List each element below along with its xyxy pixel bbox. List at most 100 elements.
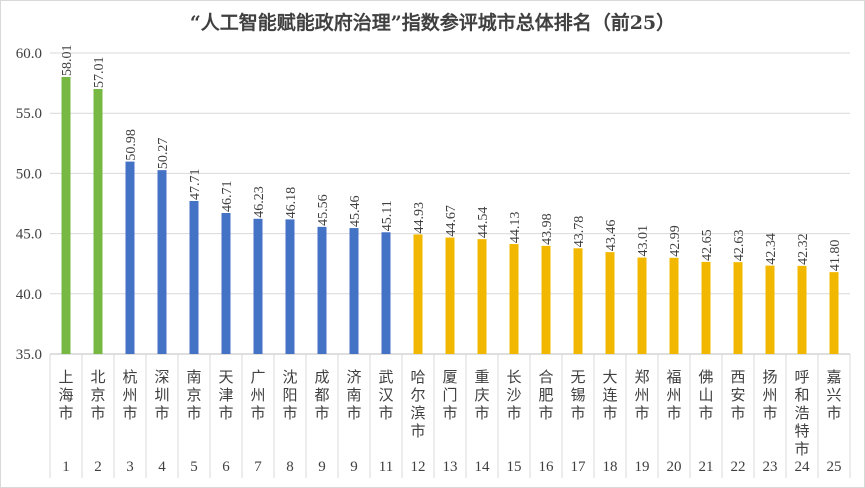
rank-label: 16 — [539, 459, 555, 475]
bar — [125, 161, 135, 354]
rank-label: 7 — [254, 459, 262, 475]
x-tick-label: 嘉兴市 — [826, 369, 841, 422]
bar — [93, 88, 103, 354]
bar — [669, 257, 679, 354]
x-tick-label: 沈阳市 — [282, 369, 297, 422]
x-tick-label: 武汉市 — [378, 369, 393, 422]
bar — [381, 232, 391, 354]
x-tick-label: 呼和浩特市 — [794, 369, 809, 458]
x-tick-label: 无锡市 — [570, 370, 585, 422]
rank-label: 1 — [62, 459, 70, 475]
rank-label: 21 — [699, 459, 714, 475]
bar — [349, 228, 359, 354]
rank-label: 6 — [222, 459, 230, 475]
x-tick-label: 杭州市 — [122, 369, 137, 422]
rank-label: 17 — [571, 459, 587, 475]
data-label: 43.78 — [572, 216, 587, 248]
bar — [221, 213, 231, 354]
rank-label: 2 — [94, 459, 102, 475]
data-label: 58.01 — [60, 44, 75, 76]
y-tick-label: 35.0 — [16, 347, 42, 363]
bar — [637, 257, 647, 354]
x-tick-label: 福州市 — [666, 369, 681, 422]
x-tick-label: 扬州市 — [762, 369, 777, 422]
rank-label: 9 — [318, 459, 326, 475]
data-label: 46.71 — [220, 181, 235, 213]
bar — [445, 237, 455, 354]
rank-label: 8 — [286, 459, 294, 475]
rank-label: 22 — [731, 459, 746, 475]
data-label: 42.63 — [732, 230, 747, 262]
bar — [573, 248, 583, 354]
x-tick-label: 广州市 — [250, 369, 265, 422]
bar — [317, 226, 327, 354]
x-tick-label: 大连市 — [602, 369, 617, 422]
data-label: 45.56 — [316, 194, 331, 226]
x-tick-label: 佛山市 — [698, 369, 713, 422]
x-tick-label: 天津市 — [218, 370, 233, 422]
rank-label: 11 — [379, 459, 393, 475]
bar — [285, 219, 295, 354]
rank-label: 13 — [443, 459, 458, 475]
data-label: 50.98 — [124, 129, 139, 161]
rank-label: 9 — [350, 459, 358, 475]
rank-label: 14 — [475, 459, 491, 475]
data-label: 45.11 — [380, 200, 395, 231]
data-label: 44.13 — [508, 212, 523, 244]
rank-label: 20 — [667, 459, 682, 475]
x-tick-label: 济南市 — [346, 369, 361, 422]
x-tick-label: 合肥市 — [538, 369, 553, 422]
data-label: 57.01 — [92, 56, 107, 88]
data-label: 44.67 — [444, 205, 459, 237]
x-tick-label: 重庆市 — [474, 369, 489, 422]
data-label: 43.46 — [604, 220, 619, 252]
rank-label: 4 — [158, 459, 166, 475]
data-label: 42.65 — [700, 229, 715, 261]
x-tick-label: 深圳市 — [154, 369, 169, 422]
bar — [61, 76, 71, 355]
x-tick-label: 厦门市 — [442, 370, 457, 422]
rank-label: 18 — [603, 459, 618, 475]
x-tick-label: 哈尔滨市 — [410, 369, 425, 440]
data-label: 42.99 — [668, 225, 683, 257]
bar — [509, 244, 519, 354]
bar — [157, 170, 167, 354]
bar — [829, 272, 839, 354]
x-tick-label: 西安市 — [730, 370, 745, 422]
x-tick-label: 南京市 — [186, 369, 201, 422]
bar — [605, 252, 615, 354]
bar — [253, 218, 263, 354]
rank-label: 12 — [411, 459, 426, 475]
bar — [797, 265, 807, 354]
data-label: 47.71 — [188, 168, 203, 200]
rank-label: 3 — [126, 459, 134, 475]
rank-label: 25 — [827, 459, 842, 475]
x-tick-label: 郑州市 — [634, 369, 649, 422]
data-label: 50.27 — [156, 138, 171, 170]
bar — [541, 245, 551, 354]
y-tick-label: 60.0 — [16, 46, 42, 62]
bar — [189, 200, 199, 354]
x-tick-label: 长沙市 — [506, 369, 521, 422]
data-label: 45.46 — [348, 196, 363, 228]
rank-label: 15 — [507, 459, 522, 475]
rank-label: 5 — [190, 459, 198, 475]
data-label: 46.23 — [252, 186, 267, 218]
bar — [701, 261, 711, 354]
data-label: 43.98 — [540, 213, 555, 245]
y-tick-label: 45.0 — [16, 227, 42, 243]
rank-label: 19 — [635, 459, 650, 475]
y-tick-label: 50.0 — [16, 166, 42, 182]
data-label: 46.18 — [284, 187, 299, 219]
x-tick-label: 北京市 — [90, 369, 105, 422]
data-label: 42.34 — [764, 233, 779, 265]
bar — [733, 262, 743, 354]
y-tick-label: 55.0 — [16, 106, 42, 122]
chart-title: “人工智能赋能政府治理”指数参评城市总体排名（前25） — [189, 12, 676, 34]
y-tick-label: 40.0 — [16, 287, 42, 303]
data-label: 42.32 — [796, 233, 811, 265]
bar — [413, 234, 423, 354]
data-label: 44.93 — [412, 202, 427, 234]
data-label: 43.01 — [636, 225, 651, 257]
